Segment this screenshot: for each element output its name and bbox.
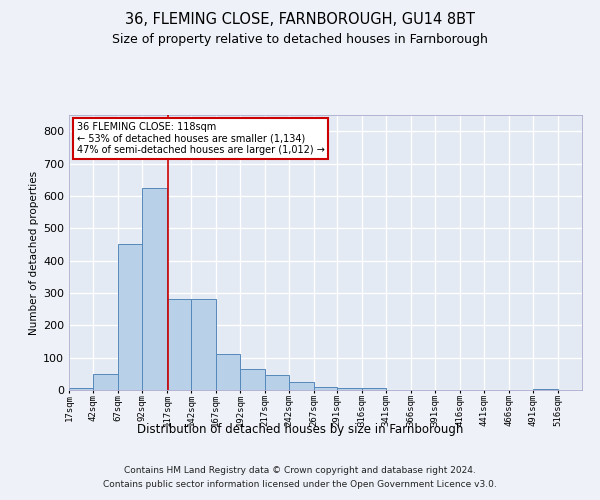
Bar xyxy=(191,300,216,390)
Text: Contains public sector information licensed under the Open Government Licence v3: Contains public sector information licen… xyxy=(103,480,497,489)
Bar xyxy=(118,244,142,390)
Text: Size of property relative to detached houses in Farnborough: Size of property relative to detached ho… xyxy=(112,32,488,46)
Bar xyxy=(362,388,386,390)
Bar xyxy=(289,382,314,390)
Text: Contains HM Land Registry data © Crown copyright and database right 2024.: Contains HM Land Registry data © Crown c… xyxy=(124,466,476,475)
Y-axis label: Number of detached properties: Number of detached properties xyxy=(29,170,39,334)
Bar xyxy=(216,354,241,390)
Text: 36, FLEMING CLOSE, FARNBOROUGH, GU14 8BT: 36, FLEMING CLOSE, FARNBOROUGH, GU14 8BT xyxy=(125,12,475,28)
Bar xyxy=(533,389,557,390)
Bar xyxy=(167,300,191,390)
Text: Distribution of detached houses by size in Farnborough: Distribution of detached houses by size … xyxy=(137,422,463,436)
Bar xyxy=(142,188,167,390)
Bar xyxy=(314,387,337,390)
Bar xyxy=(337,388,362,390)
Bar xyxy=(94,374,118,390)
Bar xyxy=(265,376,289,390)
Text: 36 FLEMING CLOSE: 118sqm
← 53% of detached houses are smaller (1,134)
47% of sem: 36 FLEMING CLOSE: 118sqm ← 53% of detach… xyxy=(77,122,325,155)
Bar xyxy=(241,369,265,390)
Bar xyxy=(69,388,94,390)
